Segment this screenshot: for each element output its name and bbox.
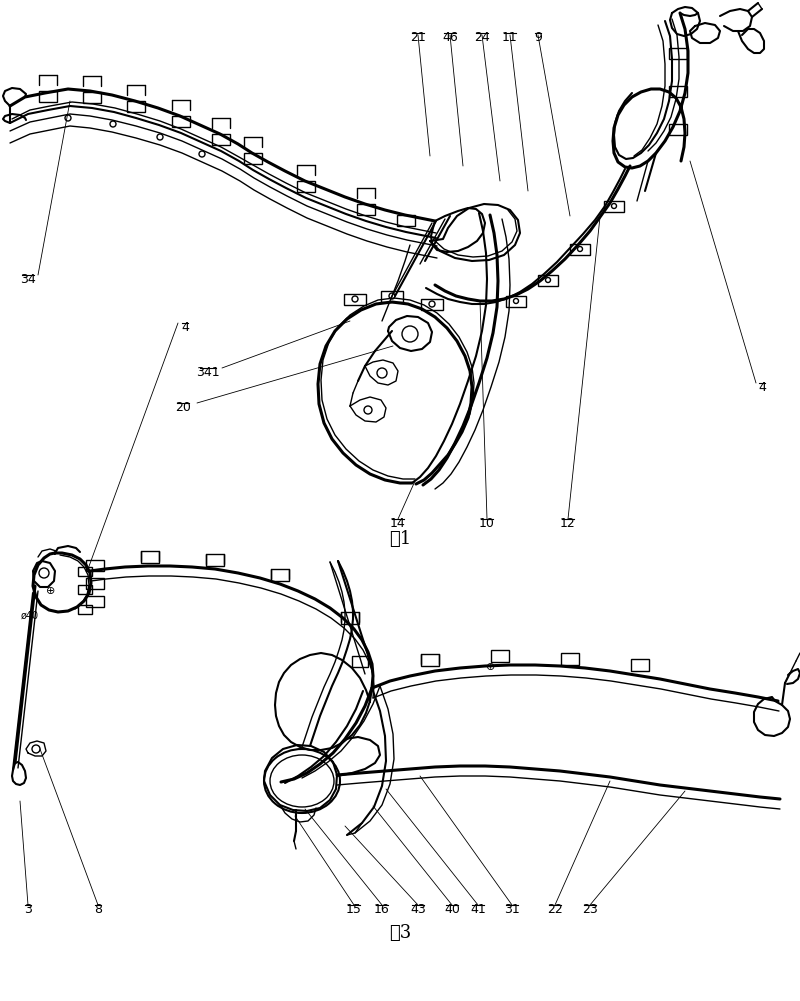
Bar xyxy=(83,91,101,102)
Bar xyxy=(86,578,104,589)
Bar xyxy=(397,214,415,225)
Bar xyxy=(421,298,443,309)
Text: 10: 10 xyxy=(479,517,495,530)
Text: 41: 41 xyxy=(470,903,486,916)
Text: 4: 4 xyxy=(181,321,189,334)
Bar xyxy=(570,243,590,254)
Text: 341: 341 xyxy=(196,366,220,379)
Text: 22: 22 xyxy=(547,903,563,916)
Text: 9: 9 xyxy=(534,31,542,44)
Bar xyxy=(141,551,159,563)
Bar xyxy=(538,274,558,285)
Text: 43: 43 xyxy=(410,903,426,916)
Text: 3: 3 xyxy=(24,903,32,916)
Bar xyxy=(86,596,104,607)
Bar xyxy=(604,200,624,211)
Bar xyxy=(297,180,315,191)
Bar xyxy=(341,612,359,624)
Text: 20: 20 xyxy=(175,401,191,414)
Bar xyxy=(491,650,509,662)
Text: 16: 16 xyxy=(374,903,390,916)
Bar xyxy=(669,123,687,134)
Text: ø40: ø40 xyxy=(21,611,39,621)
Text: 图1: 图1 xyxy=(389,530,411,548)
Text: 11: 11 xyxy=(502,31,518,44)
Bar xyxy=(78,605,92,614)
Bar xyxy=(86,560,104,571)
Text: 12: 12 xyxy=(560,517,576,530)
Bar xyxy=(172,115,190,126)
Bar xyxy=(206,554,224,566)
Text: 14: 14 xyxy=(390,517,406,530)
Bar xyxy=(421,654,439,666)
Text: 23: 23 xyxy=(582,903,598,916)
Text: 4: 4 xyxy=(758,381,766,394)
Bar xyxy=(357,203,375,214)
Bar xyxy=(212,133,230,144)
Bar xyxy=(271,569,289,581)
Bar xyxy=(506,295,526,306)
Bar xyxy=(631,659,649,671)
Bar xyxy=(127,100,145,111)
Text: 40: 40 xyxy=(444,903,460,916)
Text: 46: 46 xyxy=(442,31,458,44)
Bar xyxy=(561,653,579,665)
Text: 15: 15 xyxy=(346,903,362,916)
Bar xyxy=(78,567,92,576)
Text: 21: 21 xyxy=(410,31,426,44)
Bar xyxy=(244,152,262,163)
Bar xyxy=(344,293,366,304)
Text: $\oplus$: $\oplus$ xyxy=(45,586,55,597)
Text: $\oplus$: $\oplus$ xyxy=(485,661,495,672)
Bar xyxy=(39,90,57,101)
Bar xyxy=(78,585,92,594)
Bar xyxy=(669,85,687,96)
Bar xyxy=(669,47,687,58)
Text: 图3: 图3 xyxy=(389,924,411,942)
Text: 24: 24 xyxy=(474,31,490,44)
Text: 8: 8 xyxy=(94,903,102,916)
Text: 31: 31 xyxy=(504,903,520,916)
Bar xyxy=(352,656,368,667)
Bar xyxy=(381,290,403,301)
Text: 34: 34 xyxy=(20,273,36,286)
